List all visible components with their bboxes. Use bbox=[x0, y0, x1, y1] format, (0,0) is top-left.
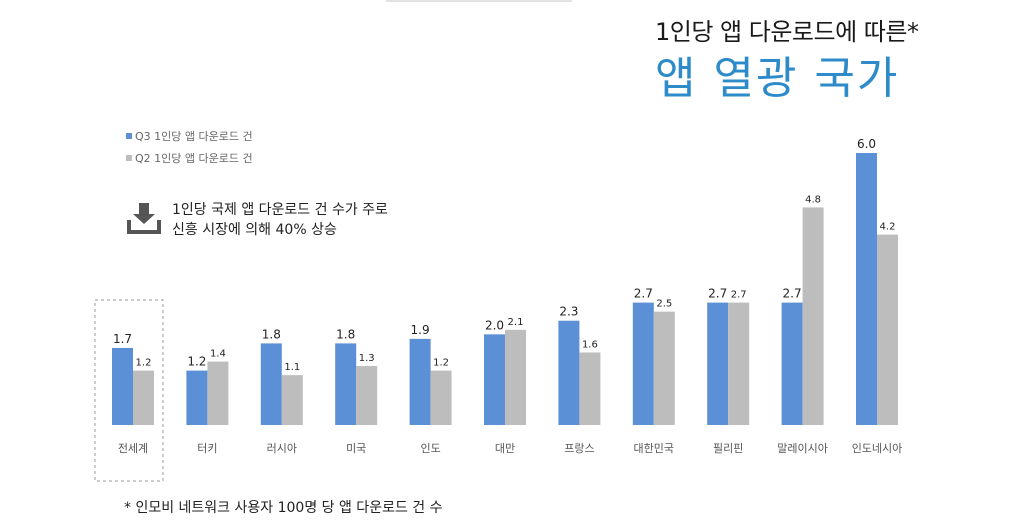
bar-q3-4 bbox=[409, 338, 431, 425]
category-label-6: 프랑스 bbox=[564, 442, 594, 455]
value-label-q2-5: 2.1 bbox=[508, 317, 524, 328]
bar-q2-6 bbox=[579, 352, 601, 425]
bar-q2-7 bbox=[653, 311, 675, 425]
bar-q2-9 bbox=[802, 207, 824, 425]
value-label-q3-8: 2.7 bbox=[708, 287, 727, 301]
chart-title: 앱 열광 국가 bbox=[655, 53, 900, 104]
category-label-3: 미국 bbox=[346, 442, 366, 455]
legend-item-q3: Q3 1인당 앱 다운로드 건 bbox=[126, 128, 253, 144]
annotation-line-2: 신흥 시장에 의해 40% 상승 bbox=[172, 222, 337, 238]
bar-q2-1 bbox=[207, 361, 229, 425]
value-label-q3-7: 2.7 bbox=[634, 287, 653, 301]
category-label-9: 말레이시아 bbox=[777, 442, 828, 455]
category-label-10: 인도네시아 bbox=[852, 442, 903, 455]
bar-q2-4 bbox=[430, 370, 452, 425]
annotation: 1인당 국제 앱 다운로드 건 수가 주로 신흥 시장에 의해 40% 상승 bbox=[126, 200, 388, 240]
bar-q2-5 bbox=[505, 329, 526, 425]
category-label-1: 터키 bbox=[197, 442, 217, 455]
legend-label-q3: Q3 1인당 앱 다운로드 건 bbox=[135, 130, 253, 143]
bar-q3-10 bbox=[856, 153, 877, 425]
category-label-7: 대한민국 bbox=[634, 442, 674, 455]
bar-q2-0 bbox=[133, 370, 154, 425]
bar-q3-2 bbox=[260, 343, 282, 425]
highlight-box bbox=[94, 299, 164, 482]
footnote: * 인모비 네트워크 사용자 100명 당 앱 다운로드 건 수 bbox=[124, 500, 443, 516]
bar-q3-6 bbox=[558, 320, 580, 425]
download-icon bbox=[127, 203, 161, 234]
value-label-q2-3: 1.3 bbox=[359, 353, 375, 364]
bar-q3-9 bbox=[781, 302, 803, 425]
value-label-q3-2: 1.8 bbox=[262, 327, 281, 341]
bar-q2-10 bbox=[877, 234, 898, 425]
value-label-q2-0: 1.2 bbox=[136, 358, 152, 369]
legend-swatch-q2 bbox=[126, 155, 132, 161]
category-label-5: 대만 bbox=[495, 442, 515, 455]
value-label-q2-8: 2.7 bbox=[731, 290, 747, 301]
value-label-q2-4: 1.2 bbox=[433, 358, 449, 369]
value-label-q2-1: 1.4 bbox=[210, 349, 226, 360]
title-line-1: 1인당 앱 다운로드에 따른* bbox=[655, 18, 919, 46]
value-label-q3-0: 1.7 bbox=[113, 332, 132, 346]
category-label-0: 전세계 bbox=[118, 442, 148, 455]
value-label-q2-2: 1.1 bbox=[284, 362, 300, 373]
legend-item-q2: Q2 1인당 앱 다운로드 건 bbox=[126, 150, 253, 166]
bar-q2-3 bbox=[356, 366, 378, 425]
top-divider bbox=[386, 0, 572, 2]
bar-q3-5 bbox=[484, 334, 505, 425]
bar-q3-8 bbox=[707, 302, 729, 425]
value-label-q2-7: 2.5 bbox=[656, 299, 672, 310]
bar-q3-3 bbox=[335, 343, 357, 425]
category-label-8: 필리핀 bbox=[713, 442, 743, 455]
bar-q3-0 bbox=[112, 347, 133, 425]
value-label-q2-9: 4.8 bbox=[805, 194, 821, 205]
value-label-q3-3: 1.8 bbox=[336, 327, 355, 341]
category-label-2: 러시아 bbox=[267, 442, 297, 455]
value-label-q2-6: 1.6 bbox=[582, 339, 598, 350]
category-label-4: 인도 bbox=[420, 442, 440, 455]
bar-q2-8 bbox=[728, 302, 750, 425]
value-label-q3-10: 6.0 bbox=[857, 137, 876, 151]
value-label-q2-10: 4.2 bbox=[880, 222, 896, 233]
bar-q2-2 bbox=[281, 375, 303, 425]
legend-label-q2: Q2 1인당 앱 다운로드 건 bbox=[135, 152, 253, 165]
legend-swatch-q3 bbox=[126, 133, 132, 139]
value-label-q3-5: 2.0 bbox=[485, 318, 504, 332]
bar-q3-1 bbox=[186, 370, 208, 425]
bar-q3-7 bbox=[632, 302, 654, 425]
value-label-q3-6: 2.3 bbox=[559, 305, 578, 319]
value-label-q3-9: 2.7 bbox=[783, 287, 802, 301]
value-label-q3-4: 1.9 bbox=[411, 323, 430, 337]
annotation-line-1: 1인당 국제 앱 다운로드 건 수가 주로 bbox=[172, 202, 388, 218]
value-label-q3-1: 1.2 bbox=[187, 355, 206, 369]
